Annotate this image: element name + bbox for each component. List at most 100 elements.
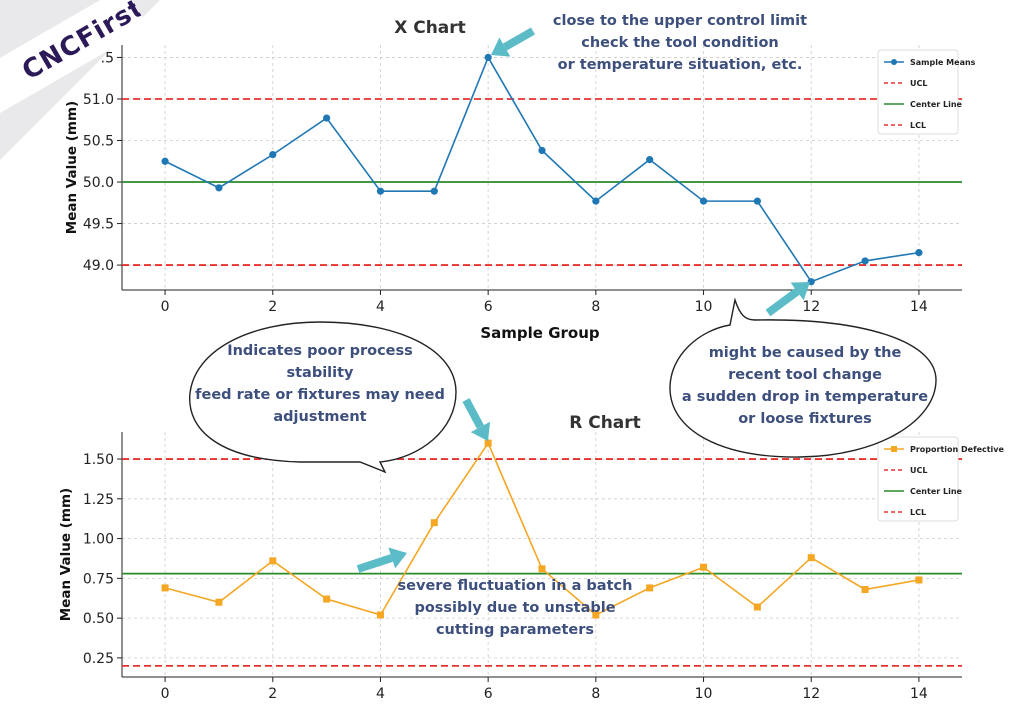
x-tick-label: 8	[591, 299, 600, 315]
chart-title: R Chart	[569, 413, 641, 433]
data-point	[161, 584, 169, 592]
callout-arrow-shaft	[502, 27, 535, 51]
callout-arrow-head	[388, 547, 407, 569]
x-tick-label: 10	[695, 686, 713, 702]
legend-label: UCL	[910, 79, 927, 88]
x-tick-label: 2	[268, 686, 277, 702]
chart-title: X Chart	[394, 18, 466, 38]
legend-box	[877, 49, 959, 135]
data-point	[269, 151, 277, 159]
legend-label: UCL	[910, 466, 927, 475]
x-tick-label: 14	[910, 686, 928, 702]
x-tick-label: 6	[484, 686, 493, 702]
legend-label: Proportion Defective	[910, 445, 1005, 454]
y-tick-label: 0.75	[83, 571, 114, 587]
annotation-line: might be caused by the	[708, 345, 902, 361]
legend-swatch-marker	[891, 59, 897, 65]
data-point	[699, 197, 708, 205]
x-tick-label: 12	[802, 299, 820, 315]
chart-r: 0.25 0.50 0.75 1.00 1.25 1.50 0 2 4 6 8 10 12 14 R Cha…	[58, 413, 1005, 702]
x-tick-label: 14	[910, 299, 928, 315]
annotation-line: stability	[286, 365, 354, 381]
legend-label: Sample Means	[910, 58, 976, 67]
data-point	[161, 157, 169, 165]
data-point	[861, 257, 869, 265]
callout-arrow-shaft	[765, 288, 800, 317]
data-point	[538, 146, 546, 155]
data-point	[592, 197, 600, 205]
data-point	[861, 586, 869, 593]
data-point	[700, 563, 708, 571]
annotation-line: cutting parameters	[435, 622, 595, 638]
annotation-line: possibly due to unstable	[414, 600, 616, 616]
y-tick-label: 49.0	[83, 258, 114, 274]
legend-label: LCL	[910, 121, 926, 130]
callout-arrow-head	[790, 282, 810, 301]
data-point	[215, 184, 223, 192]
annotation-line: recent tool change	[728, 367, 882, 383]
y-tick-label: 1.50	[83, 452, 114, 468]
y-axis-label: Mean Value (mm)	[64, 101, 80, 234]
y-tick-label: 50.5	[83, 134, 114, 150]
data-point	[646, 156, 654, 164]
annotation-line: close to the upper control limit	[552, 13, 808, 29]
x-tick-label: 2	[268, 299, 277, 315]
y-tick-label: 1.25	[83, 492, 114, 508]
annotation-line: a sudden drop in temperature	[681, 389, 929, 405]
y-tick-label: 49.5	[83, 217, 114, 233]
x-tick-label: 12	[802, 686, 820, 702]
annotation-line: or temperature situation, etc.	[557, 57, 803, 73]
annotation-tool-change: might be caused by the recent tool chang…	[660, 342, 950, 430]
x-tick-label: 4	[376, 299, 385, 315]
data-point	[376, 611, 384, 619]
chart-x: 49.0 49.5 50.0 50.5 51.0 .5 0 2 4 6 8 10 12 14 X Chart…	[64, 18, 976, 342]
speech-bubble-right	[669, 297, 937, 458]
data-point	[430, 519, 438, 527]
data-point	[538, 565, 546, 573]
annotation-line: feed rate or fixtures may need	[195, 387, 445, 403]
callout-arrow-head	[470, 421, 491, 441]
x-tick-label: 6	[484, 299, 493, 315]
data-point	[484, 439, 492, 447]
x-tick-label: 8	[591, 686, 600, 702]
y-tick-label: 0.25	[83, 651, 114, 667]
data-point	[915, 249, 923, 257]
data-point	[484, 53, 492, 62]
x-tick-label: 0	[161, 686, 170, 702]
legend: Sample Means UCL Center Line LCL	[877, 49, 976, 135]
data-point	[646, 584, 654, 592]
data-point	[592, 611, 600, 619]
annotation-line: check the tool condition	[581, 35, 779, 51]
annotation-line: severe fluctuation in a batch	[397, 578, 633, 594]
data-point	[753, 603, 761, 611]
x-axis-label: Sample Group	[480, 324, 600, 342]
y-axis-label: Mean Value (mm)	[58, 488, 74, 621]
annotation-line: or loose fixtures	[738, 411, 872, 427]
data-point	[323, 595, 331, 603]
x-tick-label: 0	[161, 299, 170, 315]
data-point	[376, 187, 385, 195]
x-tick-label: 10	[695, 299, 713, 315]
data-point	[269, 557, 277, 565]
y-tick-label: 1.00	[83, 532, 114, 548]
data-point	[807, 554, 815, 562]
data-point	[323, 114, 331, 122]
legend-swatch-marker	[891, 446, 897, 452]
data-point	[430, 187, 438, 195]
speech-bubble-left	[189, 321, 457, 474]
legend-label: Center Line	[910, 487, 963, 496]
data-point	[753, 197, 761, 205]
data-point	[215, 598, 223, 606]
annotation-upper-limit: close to the upper control limit check t…	[520, 10, 840, 76]
annotation-line: Indicates poor process	[227, 343, 413, 359]
data-point	[915, 576, 923, 584]
callout-arrow-head	[491, 37, 511, 57]
y-tick-label: 50.0	[83, 175, 114, 191]
y-tick-label: 0.50	[83, 611, 114, 627]
legend-label: LCL	[910, 508, 926, 517]
annotation-severe-fluctuation: severe fluctuation in a batch possibly d…	[380, 575, 650, 641]
annotation-line: adjustment	[273, 409, 367, 425]
legend-box	[877, 436, 959, 522]
series-line	[164, 55, 920, 283]
